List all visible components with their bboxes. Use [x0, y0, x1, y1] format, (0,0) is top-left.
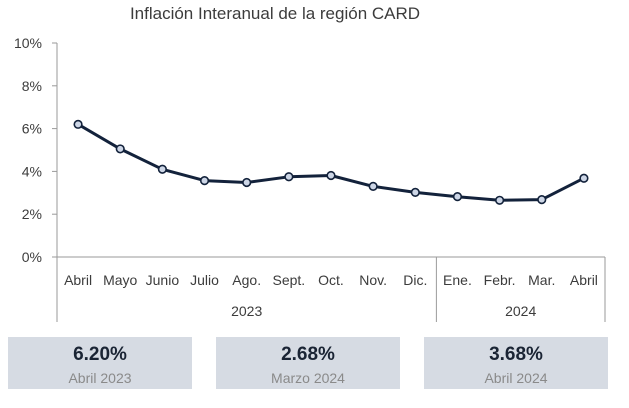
- stat-card-label: Marzo 2024: [271, 370, 345, 386]
- y-tick-label: 10%: [14, 35, 42, 51]
- y-tick-label: 8%: [22, 78, 42, 94]
- data-point: [115, 144, 125, 154]
- x-axis: Abril Mayo Junio Julio Ago. Sept. Oct. Nov. Dic.…: [56, 256, 606, 322]
- data-point: [452, 192, 463, 202]
- data-point: [73, 119, 83, 129]
- data-point: [199, 176, 210, 186]
- x-group-label: 2023: [231, 303, 262, 319]
- stat-card-april-2024: 3.68% Abril 2024: [424, 337, 608, 389]
- x-tick-label: Abril: [570, 272, 598, 288]
- x-tick-label: Julio: [190, 272, 219, 288]
- x-tick-label: Mayo: [103, 272, 137, 288]
- x-tick-label: Abril: [64, 272, 92, 288]
- data-point: [242, 177, 252, 188]
- y-tick-label: 2%: [22, 206, 42, 222]
- data-point: [368, 181, 378, 191]
- x-tick-label: Febr.: [484, 272, 516, 288]
- data-point: [410, 187, 420, 197]
- y-tick-label: 4%: [22, 163, 42, 179]
- y-tick-label: 6%: [22, 121, 42, 137]
- x-tick-label: Oct.: [318, 272, 344, 288]
- x-group-label: 2024: [505, 303, 536, 319]
- y-tick-label: 0%: [22, 249, 42, 265]
- stat-card-april-2023: 6.20% Abril 2023: [8, 337, 192, 389]
- stat-card-value: 2.68%: [281, 344, 335, 365]
- stat-card-march-2024: 2.68% Marzo 2024: [216, 337, 400, 389]
- stat-card-value: 6.20%: [73, 344, 127, 365]
- x-tick-label: Nov.: [359, 272, 387, 288]
- chart-title: Inflación Interanual de la región CARD: [130, 4, 420, 23]
- data-point: [157, 164, 167, 174]
- data-point: [326, 170, 336, 181]
- data-point: [495, 195, 505, 205]
- x-tick-label: Junio: [146, 272, 180, 288]
- x-tick-label: Ene.: [443, 272, 472, 288]
- x-tick-label: Mar.: [528, 272, 555, 288]
- series-layer: [73, 119, 589, 205]
- data-point: [579, 173, 589, 183]
- y-axis: 0% 2% 4% 6% 8% 10%: [14, 35, 58, 265]
- x-tick-label: Sept.: [272, 272, 305, 288]
- inflation-line-chart: Inflación Interanual de la región CARD 0…: [14, 4, 606, 322]
- stat-card-label: Abril 2023: [68, 370, 132, 386]
- x-tick-label: Dic.: [403, 272, 427, 288]
- stat-card-value: 3.68%: [489, 344, 543, 365]
- data-point: [537, 195, 547, 205]
- data-point: [284, 172, 294, 182]
- x-tick-label: Ago.: [232, 272, 261, 288]
- series-line: [76, 122, 586, 202]
- stat-card-label: Abril 2024: [484, 370, 548, 386]
